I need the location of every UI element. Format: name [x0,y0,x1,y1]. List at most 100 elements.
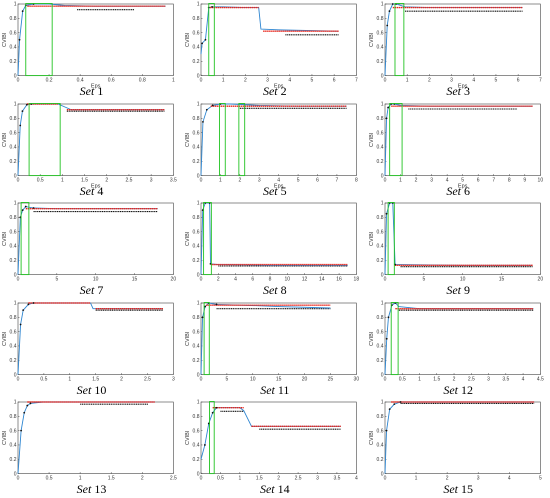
y-axis-label: CVIBI [369,231,375,246]
x-tick-label: 1 [61,177,64,183]
caption-number: 11 [274,382,290,397]
y-tick-label: 1 [14,300,17,306]
x-tick-label: 10 [460,277,466,283]
y-tick-label: 0.2 [10,258,17,264]
data-point [26,405,29,407]
x-tick-label: 1.5 [433,376,440,382]
y-tick-label: 0.8 [193,315,200,321]
chart-panel: 0 1 2 3 4 5 6 7 0 0.2 0.4 0.6 0.8 1 Eps CVIBI Set 2 [183,0,366,100]
x-tick-label: 1 [68,376,71,382]
y-tick-label: 0.8 [10,16,17,22]
y-tick-label: 0.6 [10,230,17,236]
y-tick-label: 1 [197,300,200,306]
chart-svg: 0 1 2 3 4 5 6 7 8 9 10 0 0.2 0.4 0.6 0.8 1 Eps CVIBI [369,101,543,189]
x-tick-label: 0.4 [77,78,84,84]
y-axis-label: CVIBI [2,331,8,346]
x-tick-label: 14 [319,277,325,283]
y-axis-label: CVIBI [185,431,191,446]
chart-svg: 0 5 10 15 20 25 30 0 0.2 0.4 0.6 0.8 1 CVIBI [185,300,360,382]
y-tick-label: 0.2 [193,358,200,364]
y-tick-label: 0.6 [10,30,17,36]
y-tick-label: 0.8 [10,215,17,221]
x-axis-label: Eps [274,183,284,189]
data-point [206,108,209,111]
caption-word: Set [259,482,275,497]
x-tick-label: 1.5 [92,376,99,382]
chart-panel: 0 0.5 1 1.5 2 2.5 3 3.5 4 4.5 0 0.2 0.4 0.6 0.8 1 CVIBI S… [367,299,550,399]
x-axis-label: Eps [91,183,101,189]
y-tick-label: 0 [197,272,200,278]
data-point [393,403,395,406]
cvibi-line [17,3,166,76]
chart-panel: 0 0.2 0.4 0.6 0.8 1 0 0.2 0.4 0.6 0.8 1 Eps CVIBI Set … [0,0,183,100]
x-tick-label: 25 [328,376,334,382]
chart-panel: 0 2 4 6 8 10 12 14 16 18 0 0.2 0.4 0.6 0.8 1 CVIBI Set 8 [183,199,366,299]
y-axis-label: CVIBI [185,331,191,346]
y-tick-label: 0.4 [193,45,200,51]
highlight-box [20,202,30,276]
y-tick-label: 0.4 [376,45,383,51]
x-tick-label: 20 [537,277,543,283]
caption-number: 3 [460,84,470,98]
x-tick-label: 3 [316,476,319,482]
chart-panel: 0 1 2 3 4 5 6 7 8 0 0.2 0.4 0.6 0.8 1 Eps CVIBI Set 5 [183,100,366,200]
y-tick-label: 0 [197,73,200,79]
y-tick-label: 1 [197,201,200,207]
highlight-box [209,401,215,475]
y-tick-label: 0.8 [193,215,200,221]
x-tick-label: 7 [539,78,542,84]
plot-area [201,402,357,475]
highlight-box [387,202,395,276]
y-tick-label: 0.4 [10,343,17,349]
y-tick-label: 0.8 [376,215,383,221]
x-axis-label: Eps [458,183,468,189]
caption-number: 12 [457,382,473,397]
cvibi-line [200,407,342,460]
x-tick-label: 3.5 [502,376,509,382]
y-tick-label: 0.6 [376,230,383,236]
x-tick-label: 5 [55,277,58,283]
x-tick-label: 0.5 [37,177,44,183]
caption-word: Set [446,283,461,298]
y-tick-label: 1 [380,201,383,207]
x-tick-label: 0 [383,277,386,283]
data-point [21,209,24,212]
y-tick-label: 0.2 [10,358,17,364]
y-axis-label: CVIBI [2,32,8,47]
chart-svg: 0 0.2 0.4 0.6 0.8 1 0 0.2 0.4 0.6 0.8 1 Eps CVIBI [2,2,175,90]
data-point [215,407,218,410]
x-tick-label: 7 [492,177,495,183]
data-point [386,106,389,109]
chart-caption: Set 4 [0,184,183,198]
x-tick-label: 0 [200,177,203,183]
x-tick-label: 30 [354,376,360,382]
y-tick-label: 0.2 [376,258,383,264]
caption-word: Set [446,84,461,98]
x-tick-label: 2 [239,177,242,183]
x-tick-label: 0 [17,277,20,283]
plot-area [17,103,174,176]
y-tick-label: 1 [380,400,383,406]
x-tick-label: 10 [250,376,256,382]
plot-area [201,202,357,276]
y-tick-label: 0 [197,472,200,478]
highlight-box [208,3,216,77]
x-tick-label: 3.5 [334,476,341,482]
caption-number: 5 [277,183,287,198]
y-tick-label: 0 [197,173,200,179]
x-tick-label: 2 [445,476,448,482]
x-tick-label: 2 [217,277,220,283]
y-tick-label: 0.4 [193,244,200,250]
y-tick-label: 0 [380,472,383,478]
caption-number: 9 [460,283,470,298]
y-tick-label: 0.4 [10,244,17,250]
x-tick-label: 4 [278,177,281,183]
x-tick-label: 1 [399,177,402,183]
y-tick-label: 0.2 [376,457,383,463]
x-tick-label: 4 [355,476,358,482]
x-tick-label: 15 [132,277,138,283]
x-tick-label: 5 [422,277,425,283]
caption-word: Set [79,183,95,198]
y-tick-label: 0 [380,272,383,278]
data-point [385,430,388,432]
